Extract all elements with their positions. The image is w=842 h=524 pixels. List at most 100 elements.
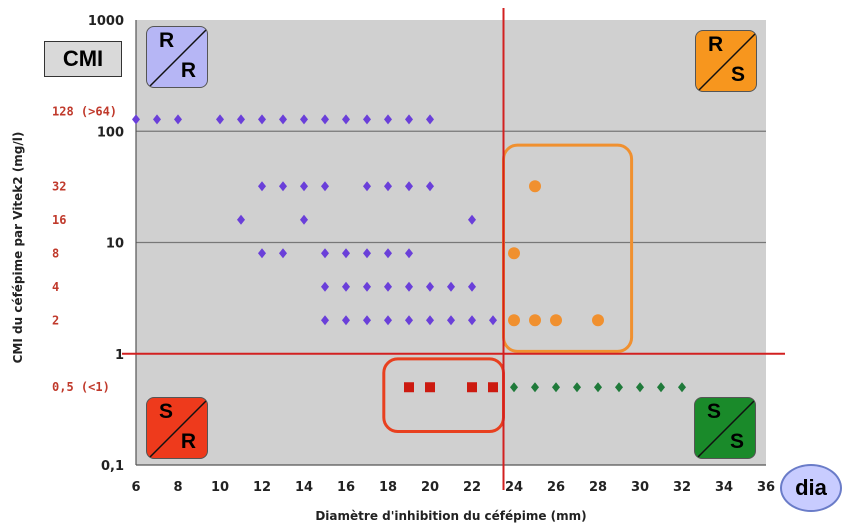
data-point-purple [342, 248, 350, 259]
x-tick-label: 30 [631, 480, 649, 495]
x-tick-label: 32 [673, 480, 691, 495]
data-point-red [425, 382, 435, 393]
x-tick-label: 12 [253, 480, 271, 495]
data-point-purple [258, 248, 266, 259]
breakpoint-lines [122, 8, 785, 490]
data-point-purple [363, 181, 371, 192]
y-tick-label: 1000 [88, 14, 124, 29]
x-tick-label: 10 [211, 480, 229, 495]
x-tick-label: 36 [757, 480, 775, 495]
data-point-orange [529, 180, 541, 193]
data-point-green [678, 382, 686, 393]
data-point-purple [279, 114, 287, 125]
y-tick-label: 10 [106, 237, 124, 252]
data-point-purple [300, 181, 308, 192]
data-point-purple [174, 114, 182, 125]
y-axis-label: CMI du céfépime par Vitek2 (mg/l) [11, 132, 25, 364]
data-point-red [467, 382, 477, 393]
data-point-purple [447, 281, 455, 292]
data-point-purple [300, 214, 308, 225]
data-point-green [531, 382, 539, 393]
data-point-purple [384, 248, 392, 259]
diagonal-divider [698, 33, 756, 91]
y-tick-label: 1 [115, 348, 124, 363]
data-point-green [636, 382, 644, 393]
data-point-purple [237, 214, 245, 225]
badge-bottom-letter: S [730, 63, 745, 86]
data-point-purple [363, 114, 371, 125]
data-point-purple [279, 248, 287, 259]
data-point-purple [405, 315, 413, 326]
data-point-purple [384, 114, 392, 125]
data-point-red [488, 382, 498, 393]
badge-top-letter: S [159, 400, 174, 423]
badge-bottom-letter: R [180, 430, 196, 453]
data-point-purple [468, 281, 476, 292]
data-point-green [657, 382, 665, 393]
data-point-purple [342, 114, 350, 125]
data-point-purple [384, 315, 392, 326]
data-point-purple [363, 281, 371, 292]
x-tick-label: 22 [463, 480, 481, 495]
y-category-label: 8 [52, 246, 59, 260]
data-point-orange [592, 314, 604, 327]
badge-top-letter: R [159, 29, 175, 52]
x-tick-label: 24 [505, 480, 523, 495]
badge-bottom-letter: R [180, 59, 196, 82]
data-point-purple [384, 181, 392, 192]
data-point-purple [321, 281, 329, 292]
data-point-green [510, 382, 518, 393]
data-point-purple [132, 114, 140, 125]
y-tick-label: 100 [97, 125, 124, 140]
diagonal-divider [697, 400, 755, 458]
data-point-orange [550, 314, 562, 327]
x-tick-label: 16 [337, 480, 355, 495]
x-axis-ticks: 6 8 10 12 14 16 18 20 22 24 26 28 30 32 34 36 [131, 480, 775, 495]
data-point-purple [300, 114, 308, 125]
y-category-label: 0,5 (<1) [52, 380, 110, 394]
data-point-purple [258, 114, 266, 125]
data-point-purple [426, 315, 434, 326]
data-point-purple [405, 281, 413, 292]
data-point-purple [426, 181, 434, 192]
data-point-purple [468, 214, 476, 225]
data-point-purple [342, 315, 350, 326]
data-point-purple [363, 248, 371, 259]
data-point-purple [363, 315, 371, 326]
data-point-orange [529, 314, 541, 327]
data-point-purple [258, 181, 266, 192]
x-tick-label: 14 [295, 480, 313, 495]
x-axis-label: Diamètre d'inhibition du céfépime (mm) [315, 509, 586, 523]
data-point-red [404, 382, 414, 393]
data-point-purple [489, 315, 497, 326]
data-point-purple [447, 315, 455, 326]
x-tick-label: 26 [547, 480, 565, 495]
x-tick-label: 6 [131, 480, 140, 495]
data-point-purple [321, 248, 329, 259]
data-point-purple [216, 114, 224, 125]
data-point-purple [405, 114, 413, 125]
data-point-green [594, 382, 602, 393]
data-point-purple [237, 114, 245, 125]
diagonal-divider [149, 400, 207, 458]
x-tick-label: 34 [715, 480, 733, 495]
data-point-orange [508, 247, 520, 260]
y-category-labels: 128 (>64) 32 16 8 4 2 0,5 (<1) [52, 104, 117, 394]
data-point-purple [384, 281, 392, 292]
cmi-label: CMI [44, 41, 122, 77]
data-point-purple [426, 281, 434, 292]
x-tick-label: 8 [173, 480, 182, 495]
data-points [132, 114, 686, 393]
x-tick-label: 18 [379, 480, 397, 495]
data-point-purple [426, 114, 434, 125]
data-point-purple [468, 315, 476, 326]
diagonal-divider [149, 29, 207, 87]
x-tick-label: 20 [421, 480, 439, 495]
data-point-green [573, 382, 581, 393]
data-point-green [615, 382, 623, 393]
badge-top-letter: S [707, 400, 722, 423]
